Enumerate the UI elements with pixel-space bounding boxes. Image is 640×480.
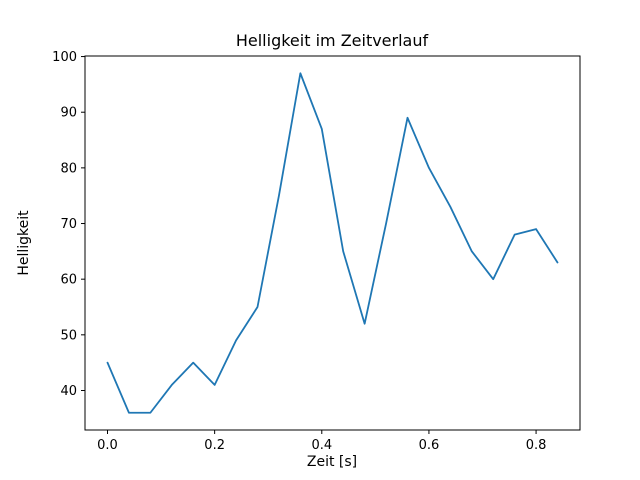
data-series [106, 72, 559, 414]
x-tick-label: 0.4 [311, 438, 332, 453]
y-tick-label: 60 [60, 273, 77, 288]
y-tick-label: 90 [60, 106, 77, 121]
x-tick-label: 0.2 [204, 438, 225, 453]
chart-title: Helligkeit im Zeitverlauf [236, 31, 429, 50]
x-axis-label: Zeit [s] [307, 454, 357, 470]
axis-ticks: 0.0 0.2 0.4 0.6 0.8 40 50 60 70 80 90 100 [52, 50, 546, 453]
y-tick-label: 40 [60, 384, 77, 399]
y-axis-label: Helligkeit [16, 210, 32, 276]
y-tick-label: 50 [60, 328, 77, 343]
x-tick-label: 0.0 [97, 438, 118, 453]
x-tick-label: 0.8 [526, 438, 547, 453]
y-tick-label: 80 [60, 161, 77, 176]
x-tick-label: 0.6 [419, 438, 440, 453]
plot-area-border [84, 55, 581, 431]
y-tick-label: 70 [60, 217, 77, 232]
brightness-line [106, 72, 559, 414]
y-tick-label: 100 [52, 50, 77, 65]
